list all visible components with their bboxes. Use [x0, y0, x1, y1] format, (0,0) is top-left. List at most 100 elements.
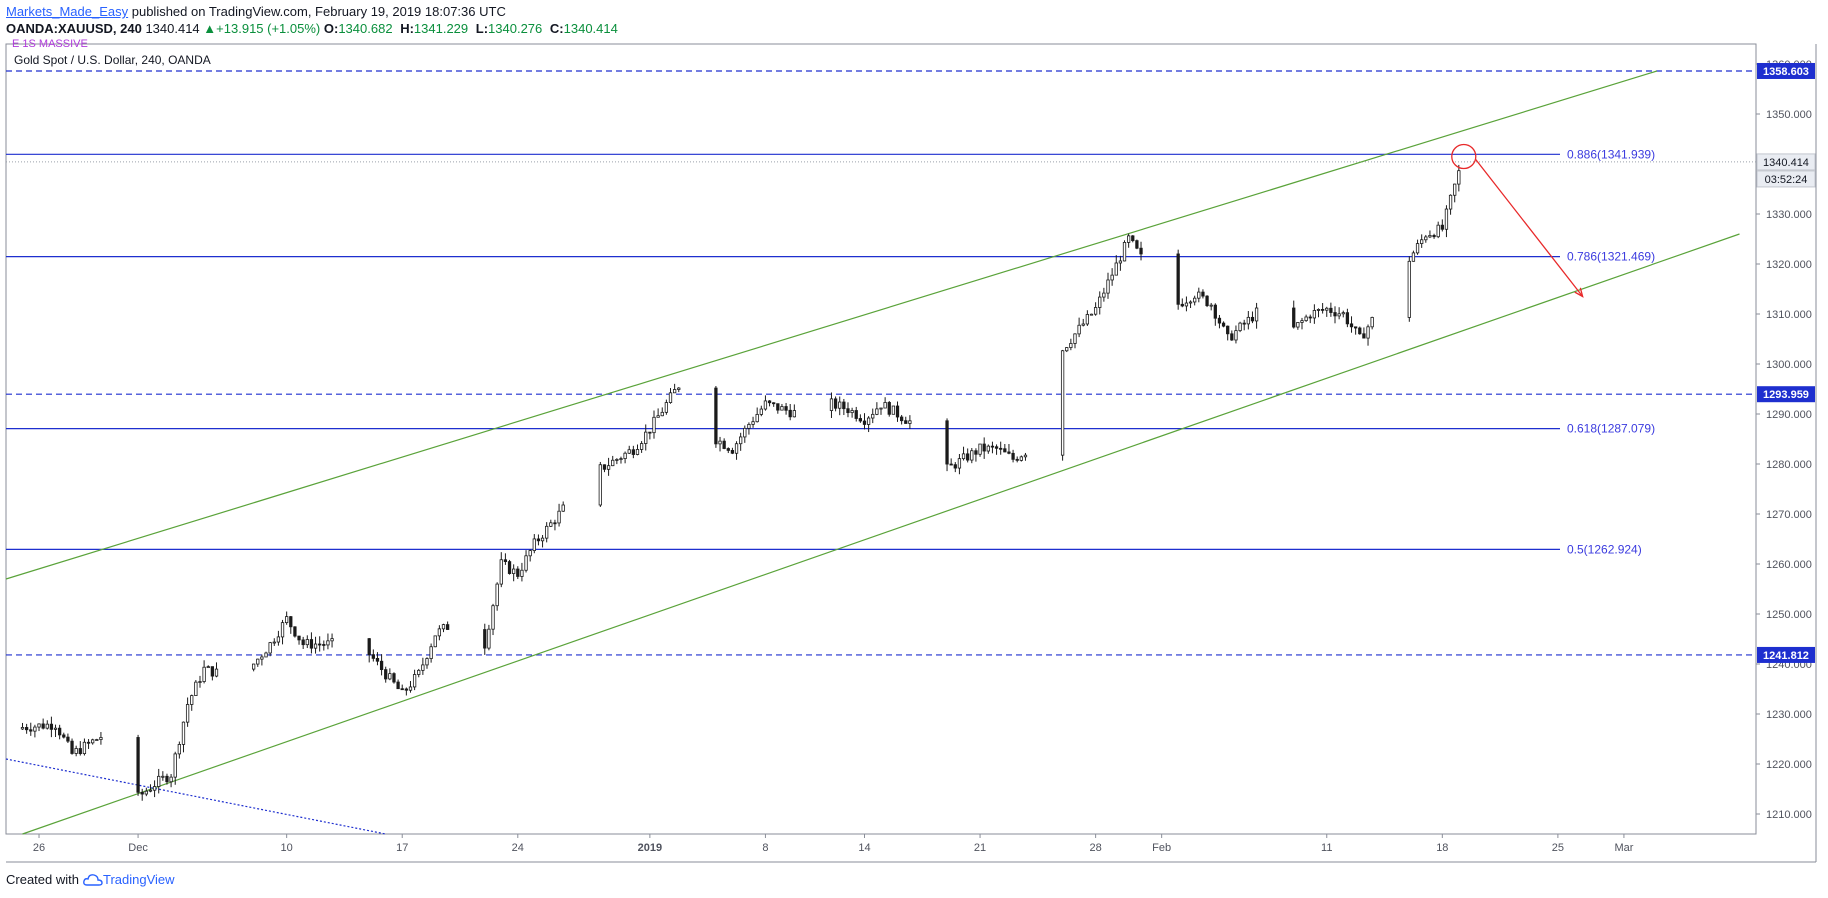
candle-body — [29, 729, 33, 732]
candle-body — [994, 446, 999, 449]
candle-body — [272, 641, 276, 644]
candle-body — [264, 652, 268, 658]
candle-body — [388, 673, 392, 680]
candle-body — [1436, 224, 1440, 238]
candle-body — [41, 723, 45, 729]
y-tick-label: 1290.000 — [1766, 409, 1812, 421]
fib-level-label: 0.786(1321.469) — [1567, 250, 1655, 264]
candle-body — [833, 398, 838, 409]
candle-body — [966, 453, 970, 461]
candle-body — [309, 639, 314, 649]
candle-body — [611, 459, 615, 467]
candle-body — [252, 663, 256, 670]
candle-body — [1069, 343, 1073, 348]
candle-body — [1118, 260, 1123, 264]
candle-body — [326, 640, 330, 646]
candle-body — [181, 721, 186, 745]
candle-body — [433, 635, 437, 648]
tradingview-cloud-icon — [83, 873, 103, 886]
candle-body — [908, 420, 912, 424]
candle-body — [1102, 292, 1106, 298]
y-tick-label: 1280.000 — [1766, 459, 1812, 471]
candle-body — [1242, 322, 1246, 325]
candle-body — [45, 723, 49, 729]
candle-body — [169, 776, 173, 783]
candle-body — [974, 450, 978, 455]
candle-body — [144, 790, 148, 795]
candle-body — [788, 409, 792, 418]
candle-body — [780, 406, 784, 411]
candle-body — [639, 443, 644, 450]
candle-body — [1201, 291, 1205, 297]
candle-body — [850, 410, 854, 414]
candle-body — [1304, 316, 1308, 322]
candle-body — [206, 666, 210, 669]
candle-body — [1205, 295, 1209, 307]
candle-body — [619, 458, 623, 461]
candle-body — [532, 538, 536, 551]
candle-body — [1246, 316, 1250, 325]
candle-body — [392, 673, 396, 683]
highlight-circle — [1451, 143, 1477, 170]
candle-body — [734, 443, 739, 454]
candle-body — [970, 450, 974, 461]
candle-body — [1349, 323, 1354, 328]
candle-body — [1015, 458, 1019, 461]
candle-body — [887, 402, 891, 415]
x-tick-label: 21 — [974, 842, 986, 854]
candle-body — [379, 660, 384, 671]
last-price-badge — [1756, 153, 1816, 171]
channel-lower-line — [22, 233, 1740, 835]
candle-body — [1176, 253, 1180, 305]
candle-body — [862, 420, 867, 425]
x-tick-label: Mar — [1614, 842, 1633, 854]
candle-body — [1213, 304, 1217, 319]
candle-body — [1448, 194, 1453, 210]
tradingview-logo[interactable]: TradingView — [83, 872, 175, 887]
candle-body — [375, 657, 380, 662]
tradingview-logo-text: TradingView — [102, 872, 175, 887]
candle-body — [1424, 236, 1428, 241]
x-tick-label: 2019 — [638, 842, 662, 854]
candle-body — [202, 666, 206, 682]
candle-body — [784, 406, 788, 411]
candle-body — [190, 695, 194, 705]
x-tick-label: 17 — [396, 842, 408, 854]
candle-body — [1217, 317, 1222, 324]
level-badge — [1757, 386, 1815, 403]
candle-body — [62, 734, 66, 738]
candle-body — [1296, 322, 1300, 328]
candle-body — [615, 459, 619, 461]
candle-body — [256, 658, 260, 665]
x-tick-label: 14 — [858, 842, 870, 854]
indicator-stub: E 1S MASSIVE — [12, 38, 88, 50]
candle-body — [524, 555, 528, 571]
candle-body — [408, 686, 413, 691]
candle-body — [516, 568, 520, 577]
candle-body — [1077, 324, 1081, 335]
candle-body — [990, 445, 995, 448]
candle-body — [875, 408, 879, 415]
channel-upper-line — [5, 70, 1658, 580]
up-arrow-icon: ▲ — [203, 21, 217, 36]
candle-body — [668, 392, 673, 403]
level-badge-label: 1358.603 — [1763, 66, 1809, 78]
candle-body — [1457, 170, 1461, 185]
level-badge — [1757, 62, 1815, 79]
candle-body — [499, 559, 503, 585]
candle-body — [1011, 452, 1015, 460]
close-label: C: — [549, 21, 564, 36]
author-link[interactable]: Markets_Made_Easy — [6, 4, 129, 19]
last-price: 1340.414 — [145, 21, 200, 36]
candle-body — [91, 739, 95, 744]
candle-body — [957, 458, 962, 469]
candle-body — [1440, 224, 1444, 230]
candle-body — [1254, 307, 1259, 322]
y-tick-label: 1330.000 — [1766, 209, 1812, 221]
change-value: +13.915 (+1.05%) — [216, 21, 321, 36]
candle-body — [726, 448, 730, 451]
candle-body — [664, 402, 669, 413]
y-tick-label: 1270.000 — [1766, 509, 1812, 521]
countdown-badge — [1756, 170, 1816, 188]
